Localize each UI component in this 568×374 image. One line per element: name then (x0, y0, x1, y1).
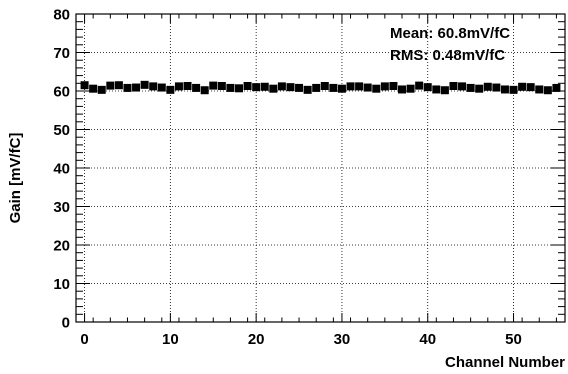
data-point (458, 82, 467, 91)
data-point (200, 86, 209, 95)
data-point (89, 84, 98, 93)
data-point (183, 81, 192, 90)
data-point (320, 81, 329, 90)
data-point (492, 83, 501, 92)
data-point (106, 81, 115, 90)
data-point (295, 83, 304, 92)
data-point (252, 83, 261, 92)
data-point (226, 83, 235, 92)
data-point (243, 81, 252, 90)
data-point (312, 83, 321, 92)
y-tick-label: 0 (62, 315, 70, 332)
data-point (277, 82, 286, 91)
data-point (423, 83, 432, 92)
rms-annotation: RMS: 0.48mV/fC (390, 47, 505, 64)
x-tick-label: 30 (334, 331, 351, 348)
data-point (483, 82, 492, 91)
x-tick-label: 20 (248, 331, 265, 348)
y-axis-title: Gain [mV/fC] (7, 133, 24, 224)
data-point (123, 83, 132, 92)
tick-labels: 0 10 20 30 40 50 0 10 20 30 40 50 60 70 80 (53, 7, 522, 349)
data-point (114, 81, 123, 90)
data-point (372, 84, 381, 93)
data-point (466, 83, 475, 92)
data-point (260, 82, 269, 91)
y-tick-label: 20 (53, 238, 70, 255)
x-axis-title: Channel Number (445, 354, 565, 371)
data-point (415, 81, 424, 90)
data-point (209, 81, 218, 90)
data-point (303, 85, 312, 94)
data-point (157, 83, 166, 92)
data-point (192, 83, 201, 92)
data-point (217, 81, 226, 90)
data-point (346, 82, 355, 91)
y-tick-label: 50 (53, 122, 70, 139)
data-point (509, 85, 518, 94)
data-point (389, 81, 398, 90)
y-tick-label: 60 (53, 84, 70, 101)
data-point (269, 84, 278, 93)
data-point (166, 85, 175, 94)
data-point (500, 85, 509, 94)
data-point (140, 80, 149, 89)
data-point (449, 81, 458, 90)
data-point (355, 82, 364, 91)
data-point (398, 85, 406, 94)
y-tick-label: 30 (53, 199, 70, 216)
data-point (518, 82, 527, 91)
data-point (406, 84, 415, 93)
data-point (286, 83, 295, 92)
data-point (543, 86, 552, 95)
data-point (174, 82, 183, 91)
data-point (235, 84, 243, 93)
x-tick-label: 0 (80, 331, 88, 348)
data-point (432, 85, 441, 94)
data-point (440, 86, 449, 95)
data-point (80, 81, 89, 90)
y-tick-label: 70 (53, 45, 70, 62)
x-tick-label: 40 (419, 331, 436, 348)
data-point (535, 85, 544, 94)
data-point (363, 83, 372, 92)
data-point (132, 83, 141, 92)
y-tick-label: 40 (53, 161, 70, 178)
data-point (329, 83, 338, 92)
data-point (475, 84, 484, 93)
data-point (337, 84, 346, 93)
grid-lines (76, 14, 565, 322)
data-point (552, 83, 561, 92)
data-point (149, 82, 158, 91)
data-point (526, 83, 535, 92)
x-tick-label: 10 (162, 331, 179, 348)
x-tick-label: 50 (505, 331, 522, 348)
axis-ticks (75, 13, 565, 323)
y-tick-label: 10 (53, 276, 70, 293)
y-tick-label: 80 (53, 7, 70, 24)
data-point (97, 85, 106, 94)
data-point (380, 82, 389, 91)
data-points (80, 80, 561, 95)
mean-annotation: Mean: 60.8mV/fC (390, 25, 510, 42)
